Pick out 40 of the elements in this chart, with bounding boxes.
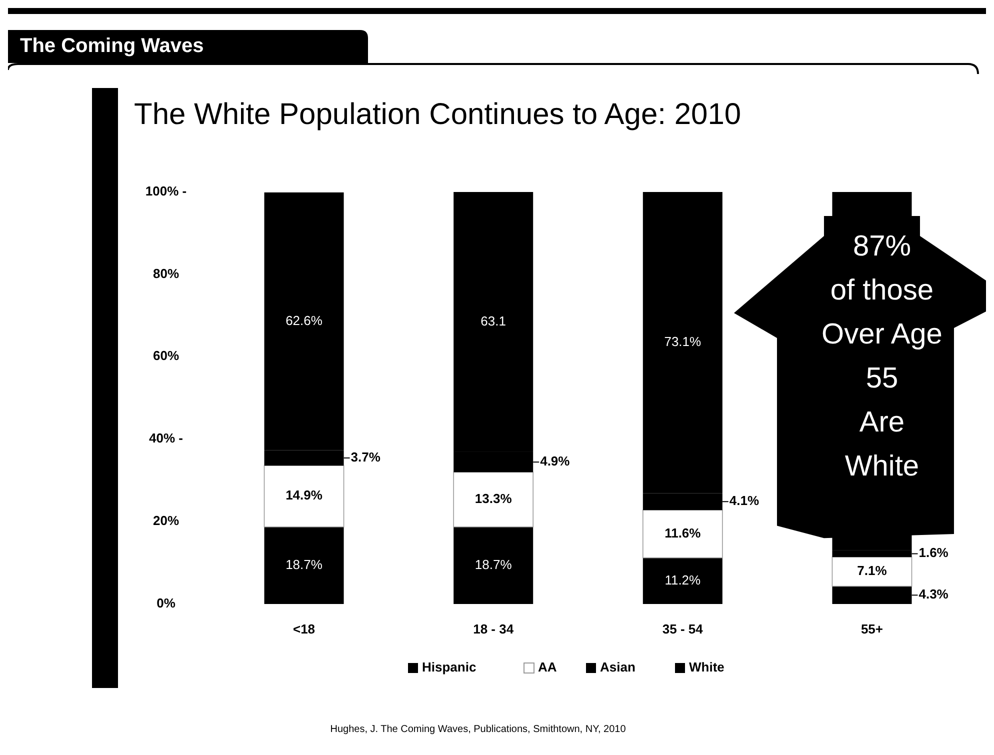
bar	[832, 556, 912, 587]
data-label: 4.9%	[540, 454, 570, 469]
data-label: 7.1%	[857, 563, 888, 578]
bar	[264, 465, 344, 528]
y-tick-label: 100% -	[145, 183, 187, 198]
legend-label: White	[689, 659, 724, 674]
text: Hughes, J. The Coming Waves, Publications, Smithtown, NY, 2010	[330, 724, 626, 735]
bar	[642, 558, 722, 604]
data-label: 13.3%	[474, 490, 512, 506]
bar	[642, 510, 723, 558]
data-label: 11.2%	[664, 572, 702, 588]
data-label: 4.1%	[729, 493, 760, 508]
data-label: 11.6%	[664, 525, 702, 540]
data-label: 1.6%	[918, 545, 949, 560]
data-label: 4.3%	[918, 586, 949, 602]
data-label: 63.1	[480, 313, 506, 328]
chart-subtitle: The Coming Waves	[20, 35, 204, 57]
y-tick-label: 40% -	[149, 430, 183, 446]
data-label: 18.7%	[286, 556, 323, 572]
chart-title: The White Population Continues to Age: 2010	[134, 98, 742, 131]
data-label: 62.6%	[286, 312, 323, 328]
x-tick-label: 35 - 54	[662, 621, 704, 636]
legend-label: AA	[538, 659, 558, 674]
legend-label: Hispanic	[422, 659, 476, 674]
data-label: 14.9%	[286, 488, 323, 503]
data-label: 3.7%	[350, 449, 381, 464]
y-tick-label: 80%	[152, 266, 180, 281]
data-label: 18.7%	[474, 556, 512, 572]
annotation: 87% of those Over Age 55 Are White	[822, 230, 942, 483]
x-tick-label: 18 - 34	[473, 621, 514, 636]
y-tick-label: 20%	[152, 513, 180, 528]
bar	[453, 472, 534, 528]
bar	[264, 526, 344, 604]
y-tick-label: 0%	[156, 595, 176, 610]
legend-label: Asian	[600, 659, 636, 674]
x-tick-label: <18	[292, 621, 316, 636]
x-tick-label: 55+	[860, 621, 884, 636]
data-label: 73.1%	[664, 334, 702, 350]
bar	[454, 526, 534, 604]
y-tick-label: 60%	[152, 348, 180, 364]
